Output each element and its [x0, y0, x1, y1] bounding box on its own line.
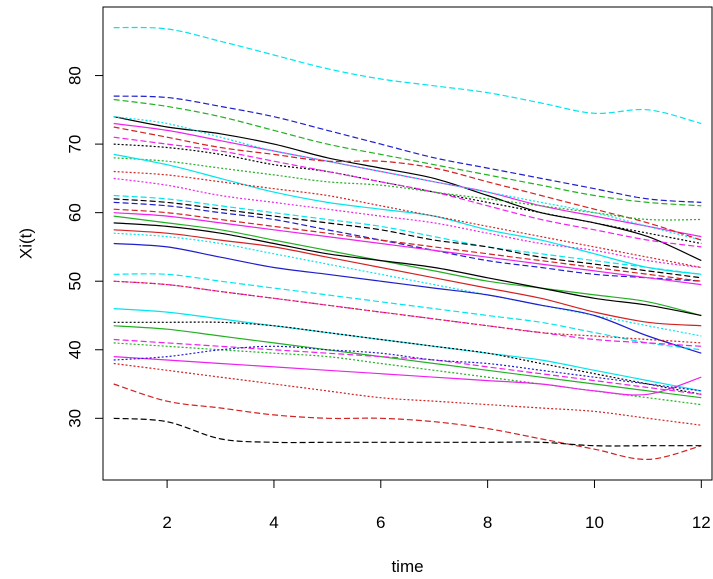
- series-line-26: [113, 280, 702, 344]
- series-line-33: [113, 345, 702, 392]
- x-tick-label: 4: [269, 513, 278, 532]
- series-line-32: [113, 356, 702, 396]
- y-tick-label: 70: [66, 135, 85, 154]
- series-line-24: [113, 273, 702, 351]
- series-line-4: [113, 116, 702, 262]
- x-tick-label: 8: [483, 513, 492, 532]
- series-line-14: [113, 194, 702, 275]
- series-line-3: [113, 98, 702, 207]
- y-tick-label: 40: [66, 340, 85, 359]
- series-line-19: [113, 215, 702, 317]
- series-line-20: [113, 222, 702, 317]
- series-line-16: [113, 201, 702, 282]
- series-line-1: [113, 26, 702, 125]
- series-line-30: [113, 338, 702, 395]
- series-line-23: [113, 242, 702, 354]
- x-tick-label: 10: [585, 513, 604, 532]
- series-line-13: [113, 177, 702, 269]
- y-axis: 30 40 50 60 70 80: [66, 66, 104, 428]
- series-line-34: [113, 362, 702, 426]
- series-line-17: [113, 208, 702, 282]
- y-tick-label: 60: [66, 203, 85, 222]
- series-line-18: [113, 212, 702, 286]
- x-axis-label: time: [391, 557, 423, 576]
- x-tick-label: 12: [692, 513, 711, 532]
- series-line-36: [113, 417, 702, 447]
- y-tick-label: 80: [66, 66, 85, 85]
- series-line-11: [113, 153, 702, 275]
- series-line-27: [113, 308, 702, 392]
- series-line-35: [113, 383, 702, 461]
- series-line-6: [113, 116, 702, 241]
- series-line-21: [113, 229, 702, 327]
- series-line-29: [113, 325, 702, 399]
- series-line-12: [113, 170, 702, 269]
- x-axis: 2 4 6 8 10 12: [162, 479, 711, 532]
- plot-frame: [102, 6, 713, 481]
- series-line-15: [113, 198, 702, 279]
- y-tick-label: 50: [66, 272, 85, 291]
- series-line-10: [113, 157, 702, 221]
- x-tick-label: 2: [162, 513, 171, 532]
- series-line-28: [113, 321, 702, 395]
- x-tick-label: 6: [376, 513, 385, 532]
- series-line-2: [113, 95, 702, 203]
- series-layer: [113, 26, 702, 461]
- series-line-7: [113, 126, 702, 241]
- y-tick-label: 30: [66, 409, 85, 428]
- y-axis-label: Xi(t): [17, 228, 36, 259]
- series-line-25: [113, 280, 702, 347]
- series-line-9: [113, 136, 702, 248]
